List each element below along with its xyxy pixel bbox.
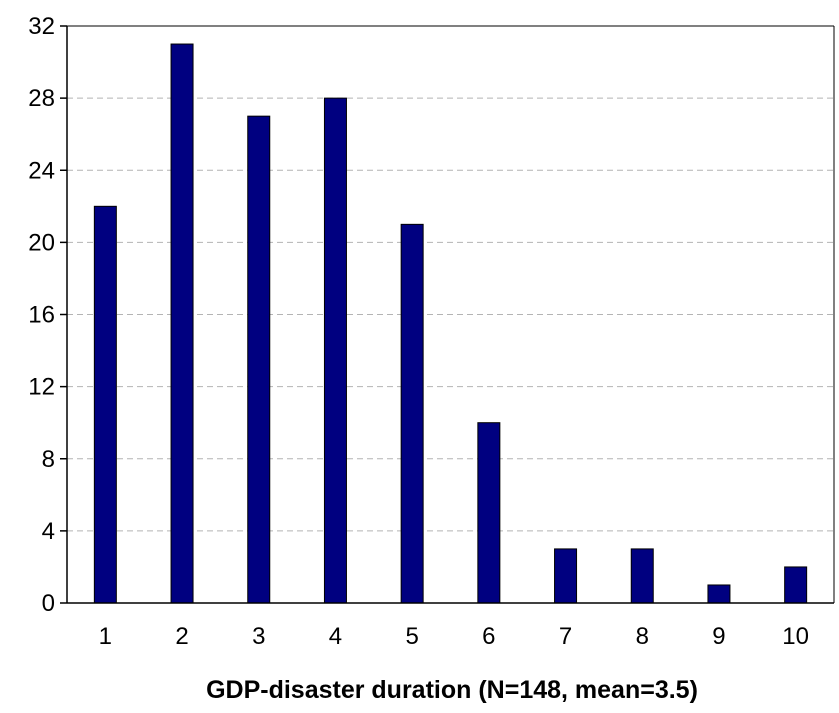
y-tick-label-8: 8 <box>42 446 55 473</box>
x-tick-label-2: 2 <box>175 623 188 650</box>
x-axis-title: GDP-disaster duration (N=148, mean=3.5) <box>206 676 698 704</box>
bar-3 <box>247 115 271 604</box>
bar-6 <box>477 422 501 604</box>
bar-10 <box>784 566 808 604</box>
y-tick-label-16: 16 <box>28 302 55 329</box>
x-tick-label-4: 4 <box>329 623 342 650</box>
x-tick-label-7: 7 <box>559 623 572 650</box>
x-tick-label-3: 3 <box>252 623 265 650</box>
y-tick-label-0: 0 <box>42 590 55 617</box>
bar-2 <box>170 43 194 604</box>
y-tick-label-20: 20 <box>28 229 55 256</box>
y-tick-labels: 0 4 8 12 16 20 24 28 32 <box>28 13 55 617</box>
y-tick-label-28: 28 <box>28 85 55 112</box>
gridlines <box>60 25 834 604</box>
y-tick-label-24: 24 <box>28 157 55 184</box>
x-tick-label-1: 1 <box>99 623 112 650</box>
bars <box>93 43 808 604</box>
y-tick-label-12: 12 <box>28 374 55 401</box>
bar-7 <box>554 548 578 604</box>
y-tick-label-32: 32 <box>28 13 55 40</box>
x-tick-label-5: 5 <box>405 623 418 650</box>
x-tick-label-9: 9 <box>712 623 725 650</box>
x-tick-label-10: 10 <box>782 623 809 650</box>
x-tick-label-8: 8 <box>636 623 649 650</box>
bar-8 <box>630 548 654 604</box>
bar-5 <box>400 223 424 604</box>
x-tick-label-6: 6 <box>482 623 495 650</box>
bar-1 <box>93 205 117 604</box>
y-tick-label-4: 4 <box>42 518 55 545</box>
bar-9 <box>707 584 731 604</box>
bar-4 <box>323 97 347 604</box>
x-tick-labels: 1 2 3 4 5 6 7 8 9 10 <box>99 623 809 650</box>
axes <box>66 25 835 604</box>
